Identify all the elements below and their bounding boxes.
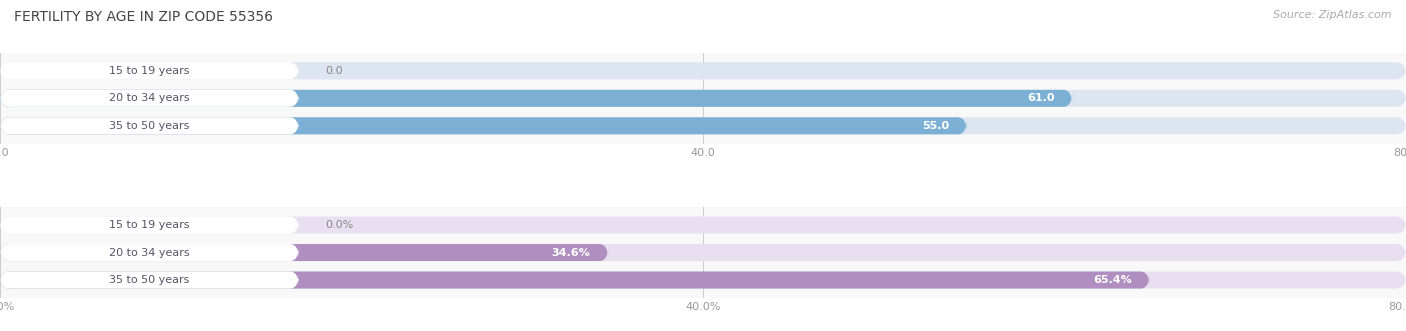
FancyBboxPatch shape bbox=[0, 117, 298, 134]
Text: 35 to 50 years: 35 to 50 years bbox=[110, 275, 190, 285]
FancyBboxPatch shape bbox=[0, 216, 298, 234]
FancyBboxPatch shape bbox=[0, 244, 1406, 261]
Text: 35 to 50 years: 35 to 50 years bbox=[110, 121, 190, 131]
Text: 65.4%: 65.4% bbox=[1092, 275, 1132, 285]
FancyBboxPatch shape bbox=[0, 117, 967, 134]
Text: 15 to 19 years: 15 to 19 years bbox=[110, 66, 190, 76]
Text: 15 to 19 years: 15 to 19 years bbox=[110, 220, 190, 230]
Text: 34.6%: 34.6% bbox=[551, 248, 591, 258]
FancyBboxPatch shape bbox=[0, 271, 1406, 289]
FancyBboxPatch shape bbox=[0, 216, 1406, 234]
Text: 20 to 34 years: 20 to 34 years bbox=[110, 248, 190, 258]
Text: 0.0%: 0.0% bbox=[325, 220, 353, 230]
Text: Source: ZipAtlas.com: Source: ZipAtlas.com bbox=[1274, 10, 1392, 20]
FancyBboxPatch shape bbox=[0, 271, 1150, 289]
Text: 0.0: 0.0 bbox=[325, 66, 343, 76]
FancyBboxPatch shape bbox=[0, 90, 1073, 107]
FancyBboxPatch shape bbox=[0, 90, 298, 107]
Text: 20 to 34 years: 20 to 34 years bbox=[110, 93, 190, 103]
FancyBboxPatch shape bbox=[0, 62, 1406, 79]
FancyBboxPatch shape bbox=[0, 62, 298, 79]
FancyBboxPatch shape bbox=[0, 244, 609, 261]
FancyBboxPatch shape bbox=[0, 117, 1406, 134]
Text: 61.0: 61.0 bbox=[1026, 93, 1054, 103]
Text: FERTILITY BY AGE IN ZIP CODE 55356: FERTILITY BY AGE IN ZIP CODE 55356 bbox=[14, 10, 273, 24]
FancyBboxPatch shape bbox=[0, 90, 1406, 107]
FancyBboxPatch shape bbox=[0, 244, 298, 261]
FancyBboxPatch shape bbox=[0, 271, 298, 289]
Text: 55.0: 55.0 bbox=[922, 121, 949, 131]
